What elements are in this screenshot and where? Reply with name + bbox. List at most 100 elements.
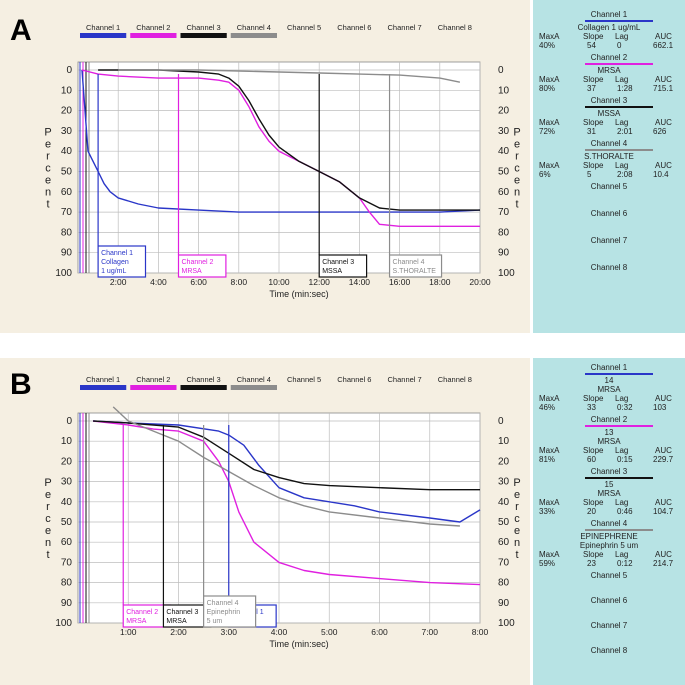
sidebar-value-slope: 20 [587, 507, 596, 516]
annotation-label: Epinephrin [207, 609, 241, 616]
sidebar-header-lag: Lag [615, 446, 629, 455]
sidebar-value-slope: 23 [587, 559, 596, 568]
x-tick-label: 10:00 [268, 277, 290, 287]
annotation-label: 5 um [207, 618, 223, 625]
y-tick-label-right: 70 [498, 207, 510, 218]
sidebar-channel-code: 14 [604, 376, 614, 385]
sidebar-header-auc: AUC [655, 550, 672, 559]
annotation-label: MRSA [166, 618, 187, 625]
x-tick-label: 14:00 [349, 277, 371, 287]
sidebar-channel-title: Channel 2 [590, 415, 628, 424]
annotation-label: Channel 3 [322, 259, 354, 266]
sidebar-value-lag: 1:28 [617, 84, 633, 93]
annotation-label: S.THORALTE [393, 268, 437, 275]
sidebar-channel-underline [585, 20, 653, 22]
y-tick-label-right: 40 [498, 497, 510, 508]
series-line-ch2 [93, 420, 481, 586]
sidebar-header-maxa: MaxA [539, 161, 560, 170]
sidebar-agonist: MRSA [597, 385, 621, 394]
y-axis-label-left: t [46, 549, 49, 561]
sidebar-value-lag: 2:01 [617, 127, 633, 136]
y-tick-label-right: 20 [498, 456, 510, 467]
legend-label-ch7: Channel 7 [388, 23, 422, 32]
annotation-box [203, 595, 257, 628]
x-tick-label: 4:00 [271, 627, 288, 637]
y-axis-label-right: e [514, 175, 520, 187]
sidebar-channel-code: 15 [604, 480, 614, 489]
sidebar-value-lag: 0:46 [617, 507, 633, 516]
sidebar-header-auc: AUC [655, 75, 672, 84]
sidebar-header-slope: Slope [583, 75, 604, 84]
annotation-label: Channel 3 [166, 609, 198, 616]
legend-label-ch3: Channel 3 [187, 375, 221, 384]
sidebar-channel-code: 13 [604, 428, 614, 437]
sidebar-header-maxa: MaxA [539, 118, 560, 127]
sidebar-value-maxa: 59% [539, 559, 556, 568]
sidebar-header-auc: AUC [655, 161, 672, 170]
y-axis-label-left: e [45, 175, 51, 187]
y-axis-label-left: r [46, 151, 50, 163]
legend-swatch-ch4 [230, 385, 277, 390]
series-line-ch3 [98, 69, 480, 211]
annotation-label: Channel 1 [101, 250, 133, 257]
y-tick-label-left: 60 [61, 187, 73, 198]
legend-label-ch1: Channel 1 [86, 23, 120, 32]
y-tick-label-left: 70 [61, 207, 73, 218]
sidebar-channel-underline [585, 529, 653, 531]
sidebar-value-maxa: 80% [539, 84, 556, 93]
sidebar-value-lag: 0:15 [617, 455, 633, 464]
x-axis-label: Time (min:sec) [269, 639, 328, 649]
y-tick-label-right: 60 [498, 187, 510, 198]
sidebar-header-lag: Lag [615, 32, 629, 41]
sidebar-value-slope: 31 [587, 127, 596, 136]
y-axis-label-right: P [513, 477, 520, 489]
annotation-label: MRSA [182, 268, 203, 275]
y-tick-label-left: 80 [61, 227, 73, 238]
sidebar-header-slope: Slope [583, 32, 604, 41]
y-axis-label-right: t [515, 199, 518, 211]
y-tick-label-right: 30 [498, 126, 510, 137]
results-sidebar-a: Channel 1 Collagen 1 ug/mL MaxA Slope Lag AUC… [533, 0, 685, 333]
x-tick-label: 8:00 [472, 627, 489, 637]
y-axis-label-left: e [45, 525, 51, 537]
legend-label-ch1: Channel 1 [86, 375, 120, 384]
sidebar-value-auc: 626 [653, 127, 667, 136]
sidebar-channel-title: Channel 7 [590, 236, 628, 245]
legend-label-ch3: Channel 3 [187, 23, 221, 32]
y-axis-label-right: c [514, 513, 520, 525]
sidebar-value-maxa: 81% [539, 455, 556, 464]
y-axis-label-right: e [514, 489, 520, 501]
sidebar-value-slope: 33 [587, 403, 596, 412]
x-tick-label: 5:00 [321, 627, 338, 637]
sidebar-channel-title: Channel 4 [590, 519, 628, 528]
y-tick-label-right: 70 [498, 557, 510, 568]
annotation-label: Channel 2 [126, 609, 158, 616]
sidebar-channel-title: Channel 1 [590, 363, 628, 372]
y-tick-label-left: 60 [61, 537, 73, 548]
y-tick-label-left: 90 [61, 248, 73, 259]
sidebar-value-auc: 10.4 [653, 170, 669, 179]
annotation-label: MSSA [322, 268, 342, 275]
sidebar-channel-title: Channel 4 [590, 139, 628, 148]
y-tick-label-right: 0 [498, 65, 504, 76]
y-axis-label-left: e [45, 489, 51, 501]
y-tick-label-right: 20 [498, 106, 510, 117]
y-tick-label-left: 0 [66, 416, 72, 427]
sidebar-header-slope: Slope [583, 118, 604, 127]
sidebar-header-slope: Slope [583, 550, 604, 559]
y-tick-label-left: 50 [61, 167, 73, 178]
y-axis-label-right: n [514, 187, 520, 199]
sidebar-channel-title: Channel 6 [590, 209, 628, 218]
legend-label-ch2: Channel 2 [136, 375, 170, 384]
y-tick-label-right: 10 [498, 436, 510, 447]
y-tick-label-left: 40 [61, 497, 73, 508]
sidebar-channel-underline [585, 425, 653, 427]
legend-label-ch6: Channel 6 [337, 375, 371, 384]
sidebar-agonist: Collagen 1 ug/mL [577, 23, 641, 32]
legend-label-ch5: Channel 5 [287, 23, 321, 32]
x-tick-label: 16:00 [389, 277, 411, 287]
y-axis-label-right: n [514, 537, 520, 549]
y-axis-label-right: c [514, 163, 520, 175]
sidebar-header-maxa: MaxA [539, 550, 560, 559]
panel-a: A Channel 1 Channel 2 Channel 3 Channel 4 Ch… [0, 0, 685, 333]
